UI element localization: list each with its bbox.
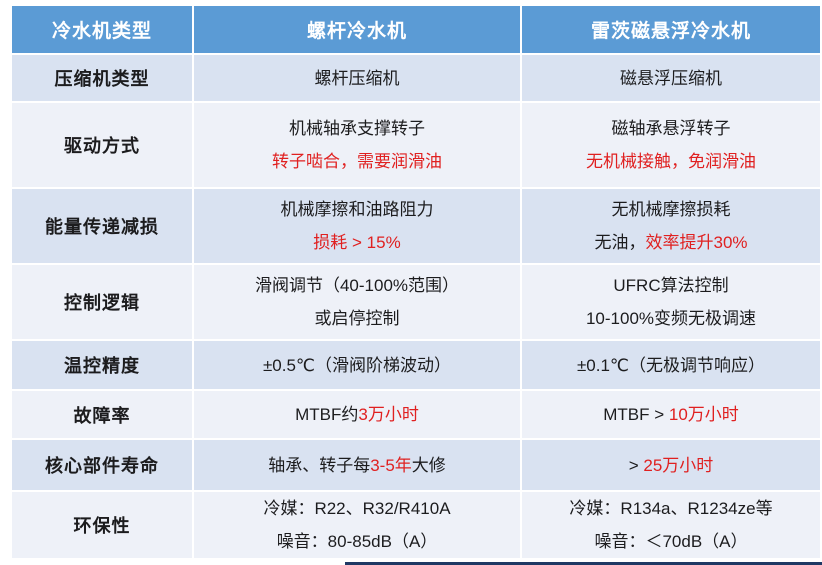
cell-text: 无机械摩擦损耗: [611, 200, 731, 219]
cell-line: MTBF约3万小时: [198, 398, 516, 431]
highlight-text: 3万小时: [358, 405, 419, 424]
cell-line: 机械摩擦和油路阻力: [198, 193, 516, 226]
row-label: 故障率: [10, 389, 194, 440]
row-label: 压缩机类型: [10, 53, 194, 103]
cell-screw: 滑阀调节（40-100%范围） 或启停控制: [192, 263, 522, 341]
cell-text: 10-100%变频无极调速: [585, 309, 757, 328]
highlight-text: 损耗 > 15%: [313, 233, 401, 252]
cell-line: MTBF > 10万小时: [526, 398, 816, 431]
header-cell-chiller-type: 冷水机类型: [10, 4, 194, 55]
cell-line: 冷媒：R22、R32/R410A: [198, 493, 516, 525]
highlight-text: 转子啮合，需要润滑油: [272, 152, 442, 171]
bottom-accent-bar: [345, 562, 822, 565]
cell-text: 机械轴承支撑转子: [289, 119, 425, 138]
table-row: 环保性 冷媒：R22、R32/R410A 噪音：80-85dB（A） 冷媒：R134a…: [10, 490, 822, 560]
cell-screw: 螺杆压缩机: [192, 53, 522, 103]
cell-line: > 25万小时: [526, 449, 816, 482]
cell-text: 机械摩擦和油路阻力: [280, 200, 434, 219]
cell-line: 损耗 > 15%: [198, 226, 516, 259]
cell-maglev: 磁悬浮压缩机: [520, 53, 822, 103]
cell-screw: 机械轴承支撑转子 转子啮合，需要润滑油: [192, 101, 522, 189]
header-row: 冷水机类型 螺杆冷水机 雷茨磁悬浮冷水机: [10, 4, 822, 55]
row-label: 控制逻辑: [10, 263, 194, 341]
highlight-text: 10万小时: [668, 405, 739, 424]
cell-text: 轴承、转子每: [268, 455, 371, 475]
cell-maglev: 冷媒：R134a、R1234ze等 噪音：＜70dB（A）: [520, 490, 822, 560]
cell-maglev: ±0.1℃（无极调节响应）: [520, 339, 822, 391]
cell-maglev: UFRC算法控制 10-100%变频无极调速: [520, 263, 822, 341]
cell-screw: ±0.5℃（滑阀阶梯波动）: [192, 339, 522, 391]
table-row: 控制逻辑 滑阀调节（40-100%范围） 或启停控制 UFRC算法控制 10-100%变…: [10, 263, 822, 341]
cell-maglev: 无机械摩擦损耗无油，效率提升30%: [520, 187, 822, 265]
cell-text: 冷媒：R22、R32/R410A: [263, 499, 451, 518]
cell-line: 转子啮合，需要润滑油: [198, 145, 516, 178]
cell-line: ±0.1℃（无极调节响应）: [526, 349, 816, 382]
table-row: 温控精度 ±0.5℃（滑阀阶梯波动） ±0.1℃（无极调节响应）: [10, 339, 822, 391]
table-row: 能量传递减损 机械摩擦和油路阻力 损耗 > 15% 无机械摩擦损耗 无油，效率提升30%: [10, 187, 822, 265]
chiller-comparison-table: 冷水机类型 螺杆冷水机 雷茨磁悬浮冷水机 压缩机类型 螺杆压缩机 磁悬浮压缩机驱动方…: [10, 4, 822, 560]
cell-text: 滑阀调节（40-100%范围）: [254, 276, 460, 295]
row-label: 驱动方式: [10, 101, 194, 189]
cell-line: 机械轴承支撑转子: [198, 112, 516, 145]
highlight-text: 无机械接触，免润滑油: [586, 152, 756, 171]
cell-maglev: > 25万小时: [520, 438, 822, 492]
row-label: 环保性: [10, 490, 194, 560]
cell-line: 无油，效率提升30%: [526, 226, 816, 259]
highlight-text: 效率提升30%: [645, 233, 748, 252]
cell-text: MTBF >: [603, 405, 669, 424]
cell-text: >: [628, 455, 644, 475]
cell-line: ±0.5℃（滑阀阶梯波动）: [198, 349, 516, 382]
table-row: 故障率 MTBF约3万小时 MTBF > 10万小时: [10, 389, 822, 440]
row-label: 能量传递减损: [10, 187, 194, 265]
cell-text: 冷媒：R134a、R1234ze等: [569, 499, 773, 518]
cell-text: UFRC算法控制: [613, 276, 729, 295]
table-row: 驱动方式 机械轴承支撑转子 转子啮合，需要润滑油 磁轴承悬浮转子 无机械接触，免润滑油: [10, 101, 822, 189]
cell-maglev: 磁轴承悬浮转子无机械接触，免润滑油: [520, 101, 822, 189]
cell-screw: 机械摩擦和油路阻力 损耗 > 15%: [192, 187, 522, 265]
table-row: 压缩机类型 螺杆压缩机 磁悬浮压缩机: [10, 53, 822, 103]
highlight-text: 25万小时: [643, 455, 714, 475]
cell-line: 螺杆压缩机: [198, 62, 516, 95]
row-label: 核心部件寿命: [10, 438, 194, 492]
cell-text: 大修: [411, 455, 446, 475]
cell-line: 噪音：＜70dB（A）: [526, 525, 816, 557]
cell-line: 磁轴承悬浮转子: [526, 112, 816, 145]
table-row: 核心部件寿命 轴承、转子每3-5年大修 > 25万小时: [10, 438, 822, 492]
cell-maglev: MTBF > 10万小时: [520, 389, 822, 440]
cell-line: 10-100%变频无极调速: [526, 302, 816, 335]
cell-line: UFRC算法控制: [526, 269, 816, 302]
cell-line: 噪音：80-85dB（A）: [198, 525, 516, 557]
cell-text: 磁悬浮压缩机: [620, 68, 722, 88]
cell-line: 或启停控制: [198, 302, 516, 335]
cell-text: 噪音：80-85dB（A）: [276, 532, 438, 551]
cell-line: 滑阀调节（40-100%范围）: [198, 269, 516, 302]
header-cell-screw-chiller: 螺杆冷水机: [192, 4, 522, 55]
cell-text: 无油，: [594, 233, 646, 252]
cell-screw: 冷媒：R22、R32/R410A 噪音：80-85dB（A）: [192, 490, 522, 560]
row-label: 温控精度: [10, 339, 194, 391]
cell-screw: 轴承、转子每3-5年大修: [192, 438, 522, 492]
cell-text: MTBF约: [295, 405, 359, 424]
cell-line: 无机械摩擦损耗: [526, 193, 816, 226]
cell-text: ±0.5℃（滑阀阶梯波动）: [262, 355, 452, 375]
cell-screw: MTBF约3万小时: [192, 389, 522, 440]
cell-text: 螺杆压缩机: [314, 68, 400, 88]
cell-line: 轴承、转子每3-5年大修: [198, 449, 516, 482]
cell-text: ±0.1℃（无极调节响应）: [576, 355, 766, 375]
cell-line: 无机械接触，免润滑油: [526, 145, 816, 178]
header-cell-maglev-chiller: 雷茨磁悬浮冷水机: [520, 4, 822, 55]
cell-text: 磁轴承悬浮转子: [611, 119, 731, 138]
cell-line: 冷媒：R134a、R1234ze等: [526, 493, 816, 525]
cell-text: 或启停控制: [314, 309, 400, 328]
cell-text: 噪音：＜70dB（A）: [594, 532, 748, 551]
cell-line: 磁悬浮压缩机: [526, 62, 816, 95]
highlight-text: 3-5年: [370, 455, 412, 475]
